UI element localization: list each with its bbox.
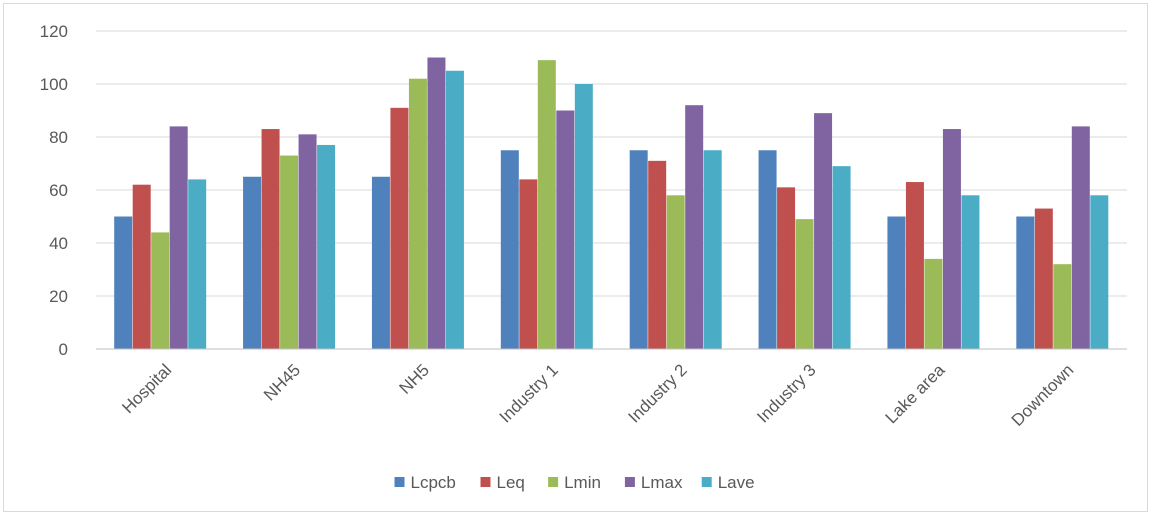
bar-lmax-nh45 — [298, 134, 317, 349]
bar-lmin-industry-3 — [795, 219, 814, 349]
x-tick-label: Industry 2 — [625, 360, 691, 426]
bar-lcpcb-hospital — [114, 216, 133, 349]
legend-label: Lcpcb — [411, 473, 456, 492]
bar-lave-industry-3 — [832, 166, 851, 349]
x-tick-label: Lake area — [882, 360, 949, 427]
legend-label: Leq — [497, 473, 525, 492]
bar-lcpcb-nh5 — [371, 176, 390, 349]
bar-lcpcb-industry-1 — [500, 150, 519, 349]
bar-lmax-nh5 — [427, 57, 446, 349]
legend-swatch — [701, 477, 712, 487]
bar-lmin-industry-2 — [666, 195, 685, 349]
y-tick-label: 60 — [49, 181, 68, 200]
bar-leq-industry-3 — [777, 187, 796, 349]
bar-lcpcb-industry-3 — [758, 150, 777, 349]
bar-lmin-lake-area — [924, 258, 943, 349]
bar-lmin-nh5 — [408, 78, 427, 349]
y-tick-label: 80 — [49, 128, 68, 147]
bar-leq-nh5 — [390, 107, 409, 349]
y-axis-tick-labels: 0 20 40 60 80 100 120 — [40, 22, 68, 359]
legend-label: Lmax — [641, 473, 683, 492]
x-tick-label: Industry 1 — [496, 360, 562, 426]
bars — [114, 57, 1109, 350]
bar-leq-nh45 — [261, 129, 280, 349]
bar-lmax-industry-2 — [685, 105, 704, 349]
bar-lave-nh5 — [445, 70, 464, 349]
legend-item-lcpcb: Lcpcb — [394, 473, 456, 492]
bar-leq-industry-2 — [648, 160, 667, 349]
bar-lave-industry-1 — [574, 84, 593, 349]
bar-lmin-downtown — [1053, 264, 1072, 349]
bar-lcpcb-lake-area — [887, 216, 906, 349]
bar-lmin-nh45 — [280, 155, 299, 349]
bar-lmax-industry-3 — [814, 113, 833, 350]
x-tick-label: NH5 — [396, 360, 433, 397]
bar-lmax-industry-1 — [556, 110, 575, 349]
x-tick-label: Industry 3 — [753, 360, 819, 426]
legend-item-lave: Lave — [701, 473, 755, 492]
x-tick-label: Hospital — [118, 360, 175, 417]
x-tick-label: NH45 — [260, 360, 304, 404]
y-tick-label: 100 — [40, 75, 68, 94]
bar-lave-nh45 — [317, 144, 336, 349]
legend-label: Lmin — [564, 473, 601, 492]
bar-lave-downtown — [1090, 195, 1109, 349]
y-tick-label: 0 — [59, 340, 68, 359]
bar-lcpcb-downtown — [1016, 216, 1035, 349]
legend-swatch — [548, 477, 559, 487]
y-tick-label: 20 — [49, 287, 68, 306]
bar-lave-hospital — [188, 179, 207, 349]
bar-lmax-lake-area — [942, 129, 961, 349]
bar-lmin-hospital — [151, 232, 170, 349]
legend-label: Lave — [718, 473, 755, 492]
legend: Lcpcb Leq Lmin Lmax Lave — [394, 473, 755, 492]
bar-leq-downtown — [1034, 208, 1053, 349]
bar-lmax-hospital — [169, 126, 188, 350]
bar-lcpcb-industry-2 — [629, 150, 648, 349]
bar-leq-industry-1 — [519, 179, 538, 349]
bar-lmax-downtown — [1071, 126, 1090, 350]
bar-lcpcb-nh45 — [243, 176, 262, 349]
legend-item-leq: Leq — [480, 473, 525, 492]
x-axis-tick-labels: Hospital NH45 NH5 Industry 1 Industry 2 Indus… — [118, 360, 1077, 430]
bar-lave-industry-2 — [703, 150, 722, 349]
chart-area: 0 20 40 60 80 100 120 Hospital NH45 NH5 Industry … — [3, 3, 1148, 512]
y-tick-label: 40 — [49, 234, 68, 253]
bar-lave-lake-area — [961, 195, 980, 349]
y-tick-label: 120 — [40, 22, 68, 41]
x-tick-label: Downtown — [1008, 360, 1078, 430]
legend-item-lmax: Lmax — [624, 473, 683, 492]
bar-lmin-industry-1 — [537, 60, 556, 350]
bar-leq-hospital — [132, 184, 151, 349]
legend-swatch — [480, 477, 491, 487]
bar-leq-lake-area — [905, 182, 924, 349]
legend-swatch — [394, 477, 405, 487]
bar-chart: 0 20 40 60 80 100 120 Hospital NH45 NH5 Industry … — [40, 22, 1127, 492]
legend-item-lmin: Lmin — [548, 473, 601, 492]
legend-swatch — [624, 477, 635, 487]
